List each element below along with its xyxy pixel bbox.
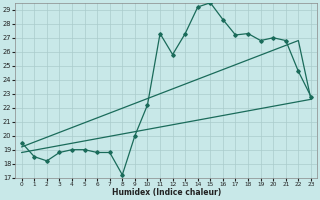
X-axis label: Humidex (Indice chaleur): Humidex (Indice chaleur) <box>112 188 221 197</box>
